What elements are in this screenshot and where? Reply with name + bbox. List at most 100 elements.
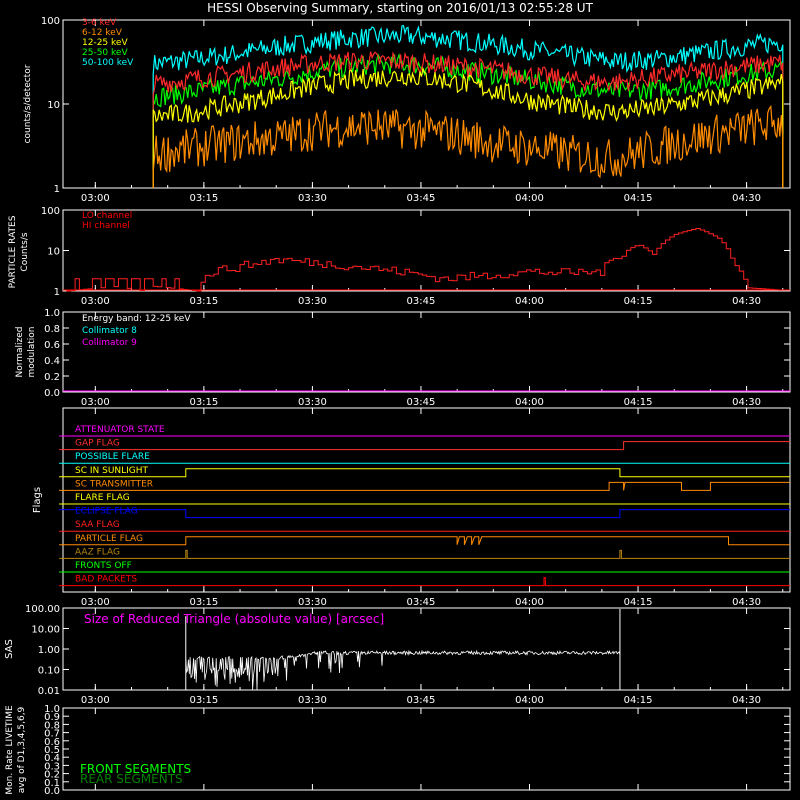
time-tick-label: 03:45 [407, 193, 436, 204]
legend-entry: 6-12 keV [82, 28, 123, 38]
time-tick-label: 03:30 [298, 597, 327, 608]
particle-panel-frame [62, 209, 791, 292]
flag-line [59, 577, 790, 587]
y-axis-label: Normalized [15, 326, 25, 377]
flag-label: SAA FLAG [75, 520, 120, 530]
y-tick-label: 0.0 [44, 388, 60, 399]
legend-entry: 25-50 keV [82, 48, 128, 58]
flag-label: ECLIPSE FLAG [75, 507, 138, 517]
time-tick-label: 04:30 [732, 296, 761, 307]
y-tick-label: 0.4 [44, 356, 60, 367]
time-tick-label: 04:15 [624, 397, 653, 408]
legend-entry: 3-6 keV [82, 18, 117, 28]
flag-label: SC TRANSMITTER [75, 479, 153, 489]
time-tick-label: 04:15 [624, 695, 653, 706]
flag-label: GAP FLAG [75, 439, 120, 449]
legend-entry: Collimator 8 [82, 326, 137, 336]
time-tick-label: 04:30 [732, 597, 761, 608]
y-tick-label: 0.4 [44, 753, 60, 764]
time-tick-label: 03:00 [81, 597, 110, 608]
time-tick-label: 03:00 [81, 193, 110, 204]
y-tick-label: 100 [41, 16, 60, 27]
flag-label: FLARE FLAG [75, 493, 130, 503]
time-tick-label: 03:15 [189, 193, 218, 204]
y-tick-label: 0.1 [44, 778, 60, 789]
legend-entry: Collimator 9 [82, 338, 137, 348]
y-tick-label: 1 [54, 184, 60, 195]
legend-entry: 50-100 keV [82, 58, 134, 68]
time-tick-label: 03:45 [407, 597, 436, 608]
y-tick-label: 0.7 [44, 729, 60, 740]
series-line-2 [152, 66, 784, 188]
time-tick-label: 03:45 [407, 397, 436, 408]
flag-label: SC IN SUNLIGHT [75, 466, 149, 476]
y-tick-label: 0.8 [44, 324, 60, 335]
time-tick-label: 03:30 [298, 193, 327, 204]
time-tick-label: 04:00 [515, 296, 544, 307]
legend-entry: LO channel [82, 211, 132, 221]
flag-label: PARTICLE FLAG [75, 534, 143, 544]
y-axis-label: Flags [32, 487, 43, 513]
flag-label: BAD PACKETS [75, 575, 137, 585]
y-tick-label: 0.5 [44, 745, 60, 756]
y-tick-label: 1.00 [38, 645, 60, 656]
time-tick-label: 03:00 [81, 397, 110, 408]
y-tick-label: 10 [47, 247, 60, 258]
time-tick-label: 03:00 [81, 695, 110, 706]
flag-label: FRONTS OFF [75, 561, 132, 571]
time-tick-label: 04:15 [624, 597, 653, 608]
time-tick-label: 03:30 [298, 296, 327, 307]
series-line-1 [152, 104, 784, 188]
y-tick-label: 0.8 [44, 720, 60, 731]
y-tick-label: 0.6 [44, 340, 60, 351]
time-tick-label: 03:30 [298, 695, 327, 706]
time-tick-label: 04:30 [732, 695, 761, 706]
y-tick-label: 0.3 [44, 761, 60, 772]
y-tick-label: 1 [54, 287, 60, 298]
time-tick-label: 03:15 [189, 597, 218, 608]
flag-label: AAZ FLAG [75, 547, 120, 557]
y-tick-label: 0.6 [44, 737, 60, 748]
y-axis-label: modulation [27, 327, 37, 378]
flag-line [59, 549, 790, 559]
flag-label: POSSIBLE FLARE [75, 452, 150, 462]
y-tick-label: 0.10 [38, 666, 60, 677]
y-axis-label: SAS [4, 639, 15, 659]
time-tick-label: 03:45 [407, 296, 436, 307]
flag-label: ATTENUATOR STATE [75, 425, 165, 435]
y-tick-label: 0.01 [38, 686, 60, 697]
flag-line [59, 509, 790, 519]
sas-annotation: Size of Reduced Triangle (absolute value… [84, 612, 384, 626]
time-tick-label: 03:15 [189, 397, 218, 408]
energy-band-annotation: Energy band: 12-25 keV [82, 314, 191, 324]
time-tick-label: 04:15 [624, 296, 653, 307]
y-axis-label: Mon. Rate LIVETIME [5, 705, 15, 795]
legend-entry: HI channel [82, 221, 130, 231]
particle-rate-line [66, 228, 784, 292]
flag-line [59, 441, 790, 451]
flag-line [59, 468, 790, 478]
series-line-4 [152, 25, 784, 188]
y-tick-label: 1.0 [44, 308, 60, 319]
y-tick-label: 0.9 [44, 712, 60, 723]
time-tick-label: 03:45 [407, 695, 436, 706]
modulation-panel-frame [62, 311, 791, 393]
series-line-3 [152, 52, 784, 188]
y-tick-label: 0.0 [44, 786, 60, 797]
count-rate-panel-frame [62, 19, 791, 189]
legend-entry: FRONT SEGMENTS [80, 762, 191, 776]
time-tick-label: 03:00 [81, 296, 110, 307]
flag-line [59, 481, 790, 491]
y-axis-label: counts/s/detector [23, 64, 33, 143]
y-axis-label: Counts/s [20, 232, 30, 271]
time-tick-label: 04:30 [732, 193, 761, 204]
y-tick-label: 100 [41, 206, 60, 217]
series-line-0 [152, 51, 784, 188]
y-tick-label: 10.00 [31, 625, 60, 636]
legend-entry: REAR SEGMENTS [80, 772, 183, 786]
y-tick-label: 100.00 [25, 604, 60, 615]
time-tick-label: 04:30 [732, 397, 761, 408]
y-tick-label: 1.0 [44, 704, 60, 715]
chart-title: HESSI Observing Summary, starting on 201… [207, 1, 593, 15]
y-axis-label: PARTICLE RATES [8, 215, 18, 288]
